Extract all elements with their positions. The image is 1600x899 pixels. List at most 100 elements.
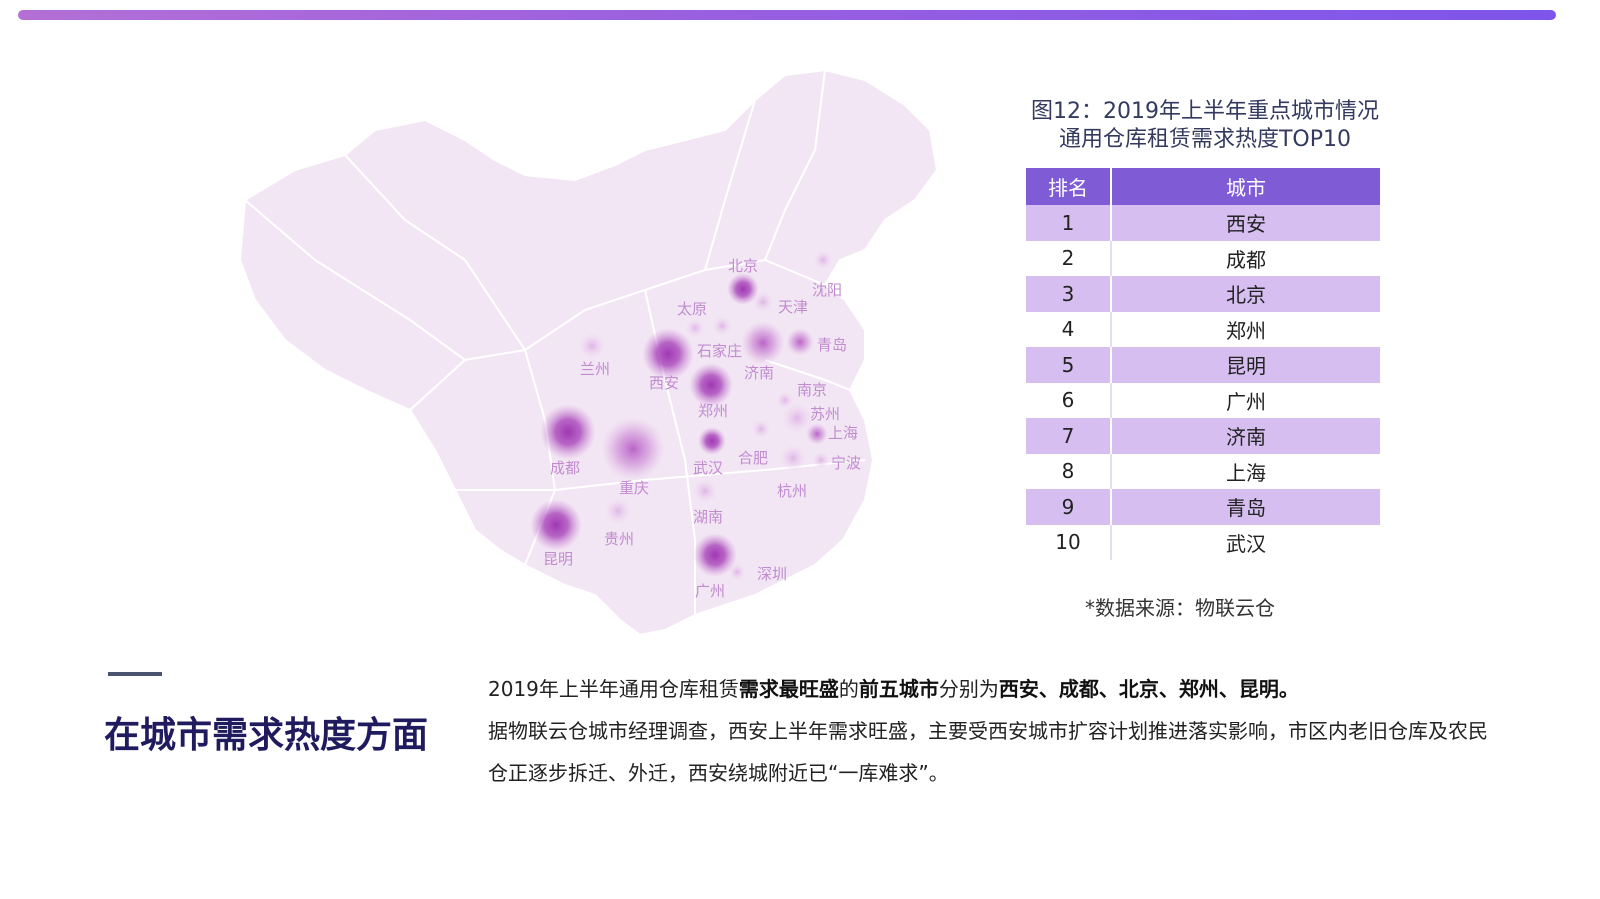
table-row: 2 成都	[1026, 240, 1380, 276]
table-row: 7 济南	[1026, 418, 1380, 454]
heat-hangzhou	[779, 444, 807, 472]
heat-guizhou	[604, 497, 632, 525]
city-label: 湖南	[693, 508, 723, 526]
city-cell: 成都	[1111, 240, 1380, 276]
heat-qingdao	[786, 328, 814, 356]
heat-lanzhou	[578, 332, 606, 360]
city-label: 贵州	[604, 530, 634, 548]
text-span: 2019年上半年通用仓库租赁	[488, 677, 739, 701]
rank-cell: 10	[1026, 524, 1112, 560]
city-label: 广州	[695, 582, 725, 600]
table-row: 1 西安	[1026, 205, 1380, 241]
bold-span: 前五城市	[858, 677, 939, 701]
map-svg: 北京 沈阳 天津 太原 石家庄 青岛 济南 兰州 西安 郑州 南京 苏州 上海 …	[238, 68, 939, 637]
table-header-row: 排名 城市	[1026, 168, 1380, 205]
heat-shenyang	[813, 250, 833, 270]
province-border	[704, 99, 756, 271]
rank-cell: 1	[1026, 205, 1112, 241]
city-label: 天津	[778, 298, 808, 316]
city-label: 兰州	[580, 360, 610, 378]
city-label: 苏州	[810, 405, 840, 423]
city-label: 重庆	[619, 479, 649, 497]
bold-span: 需求最旺盛	[738, 677, 839, 701]
city-cell: 郑州	[1111, 311, 1380, 347]
heat-ningbo	[812, 451, 830, 469]
city-label: 济南	[744, 364, 774, 382]
paragraph-line2: 据物联云仓城市经理调查，西安上半年需求旺盛，主要受西安城市扩容计划推进落实影响，…	[488, 719, 1488, 785]
city-label: 北京	[728, 257, 758, 275]
paragraph-line1: 2019年上半年通用仓库租赁需求最旺盛的前五城市分别为西安、成都、北京、郑州、昆…	[488, 668, 1488, 710]
heat-hunan	[692, 478, 718, 504]
table-row: 5 昆明	[1026, 347, 1380, 383]
province-border	[244, 199, 466, 361]
table-row: 4 郑州	[1026, 311, 1380, 347]
section-paragraph: 2019年上半年通用仓库租赁需求最旺盛的前五城市分别为西安、成都、北京、郑州、昆…	[488, 668, 1488, 794]
city-cell: 青岛	[1111, 489, 1380, 525]
city-label: 深圳	[757, 565, 787, 583]
text-span: 的	[838, 677, 859, 701]
rank-cell: 9	[1026, 489, 1112, 525]
city-label: 合肥	[738, 449, 768, 467]
text-span: 分别为	[938, 677, 999, 701]
city-cell: 上海	[1111, 453, 1380, 489]
city-cell: 北京	[1111, 276, 1380, 312]
heat-beijing	[727, 273, 759, 305]
section-dash	[108, 672, 162, 676]
heat-shenzhen	[728, 563, 746, 581]
city-label: 成都	[550, 459, 580, 477]
city-label: 青岛	[817, 336, 847, 354]
heat-taiyuan	[685, 318, 705, 338]
rank-cell: 6	[1026, 382, 1112, 418]
heat-jinan	[741, 321, 785, 365]
heat-wuhan	[698, 427, 726, 455]
city-cell: 广州	[1111, 382, 1380, 418]
heat-zhengzhou	[689, 363, 733, 407]
bold-span: 西安、成都、北京、郑州、昆明。	[998, 677, 1299, 701]
table-row: 6 广州	[1026, 382, 1380, 418]
china-heat-map: 北京 沈阳 天津 太原 石家庄 青岛 济南 兰州 西安 郑州 南京 苏州 上海 …	[225, 60, 955, 650]
heat-kunming	[530, 499, 582, 551]
rank-cell: 8	[1026, 453, 1112, 489]
city-cell: 昆明	[1111, 347, 1380, 383]
city-label: 石家庄	[697, 342, 742, 360]
city-label: 太原	[677, 300, 707, 318]
city-label: 南京	[797, 381, 827, 399]
rank-cell: 4	[1026, 311, 1112, 347]
rank-cell: 7	[1026, 418, 1112, 454]
city-label: 武汉	[693, 459, 723, 477]
top-gradient-bar	[18, 10, 1556, 20]
city-cell: 西安	[1111, 205, 1380, 241]
table-row: 9 青岛	[1026, 489, 1380, 525]
heat-shanghai	[806, 423, 828, 445]
heat-shijiazhuang	[712, 316, 732, 336]
table-row: 8 上海	[1026, 453, 1380, 489]
figure-title: 图12：2019年上半年重点城市情况 通用仓库租赁需求热度TOP10	[1000, 98, 1410, 154]
province-border	[764, 359, 851, 391]
city-label: 西安	[649, 374, 679, 392]
heat-guangzhou	[693, 533, 737, 577]
section-headline: 在城市需求热度方面	[104, 715, 429, 756]
header-city: 城市	[1111, 168, 1380, 205]
heat-chengdu	[540, 404, 596, 460]
rank-cell: 3	[1026, 276, 1112, 312]
table-row: 3 北京	[1026, 276, 1380, 312]
province-border	[764, 69, 826, 261]
city-label: 杭州	[777, 482, 807, 500]
city-cell: 济南	[1111, 418, 1380, 454]
city-cell: 武汉	[1111, 524, 1380, 560]
city-label: 上海	[828, 424, 858, 442]
heat-chongqing	[601, 417, 665, 481]
rank-cell: 5	[1026, 347, 1112, 383]
city-label: 宁波	[831, 454, 861, 472]
heat-xian	[642, 328, 694, 380]
figure-title-line2: 通用仓库租赁需求热度TOP10	[1058, 127, 1352, 152]
header-rank: 排名	[1026, 168, 1112, 205]
city-label: 昆明	[543, 550, 573, 568]
heat-hefei	[751, 419, 771, 439]
rank-cell: 2	[1026, 240, 1112, 276]
heat-tianjin	[752, 291, 774, 313]
table-row: 10 武汉	[1026, 524, 1380, 560]
figure-title-line1: 图12：2019年上半年重点城市情况	[1031, 99, 1379, 124]
city-label: 沈阳	[812, 281, 842, 299]
